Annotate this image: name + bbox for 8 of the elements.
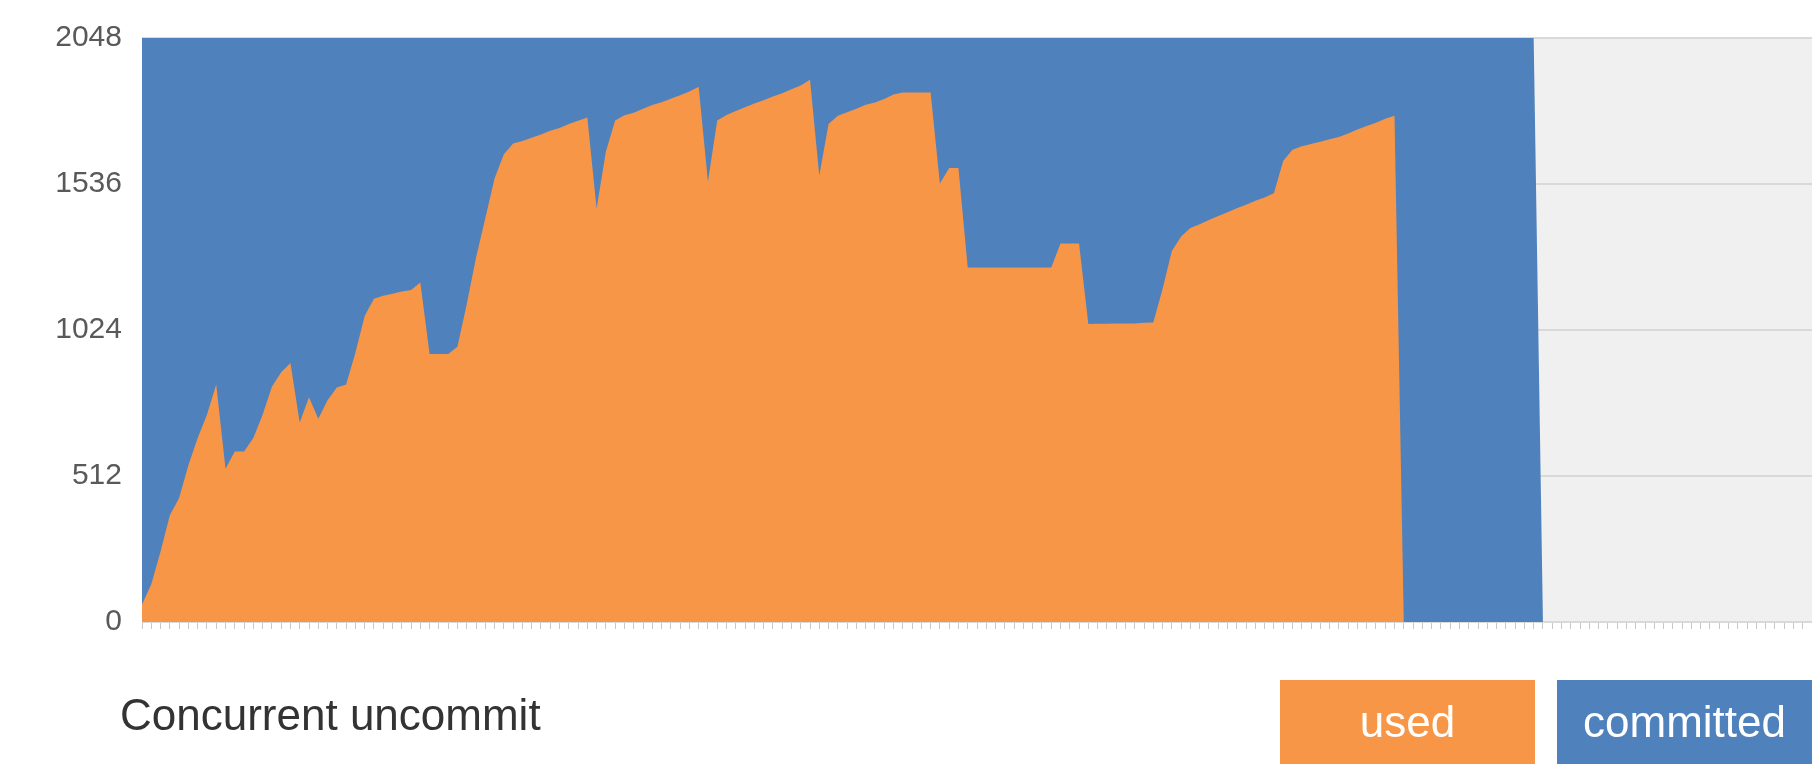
- y-tick-label: 1024: [55, 311, 122, 345]
- series-label: committed: [1557, 680, 1812, 764]
- y-tick-label: 512: [71, 457, 122, 491]
- text: Concurrent uncommit: [120, 690, 541, 740]
- y-tick-label: 2048: [55, 19, 122, 53]
- y-tick-label: 0: [105, 603, 122, 637]
- series-label: used: [1280, 680, 1535, 764]
- y-tick-label: 1536: [55, 165, 122, 199]
